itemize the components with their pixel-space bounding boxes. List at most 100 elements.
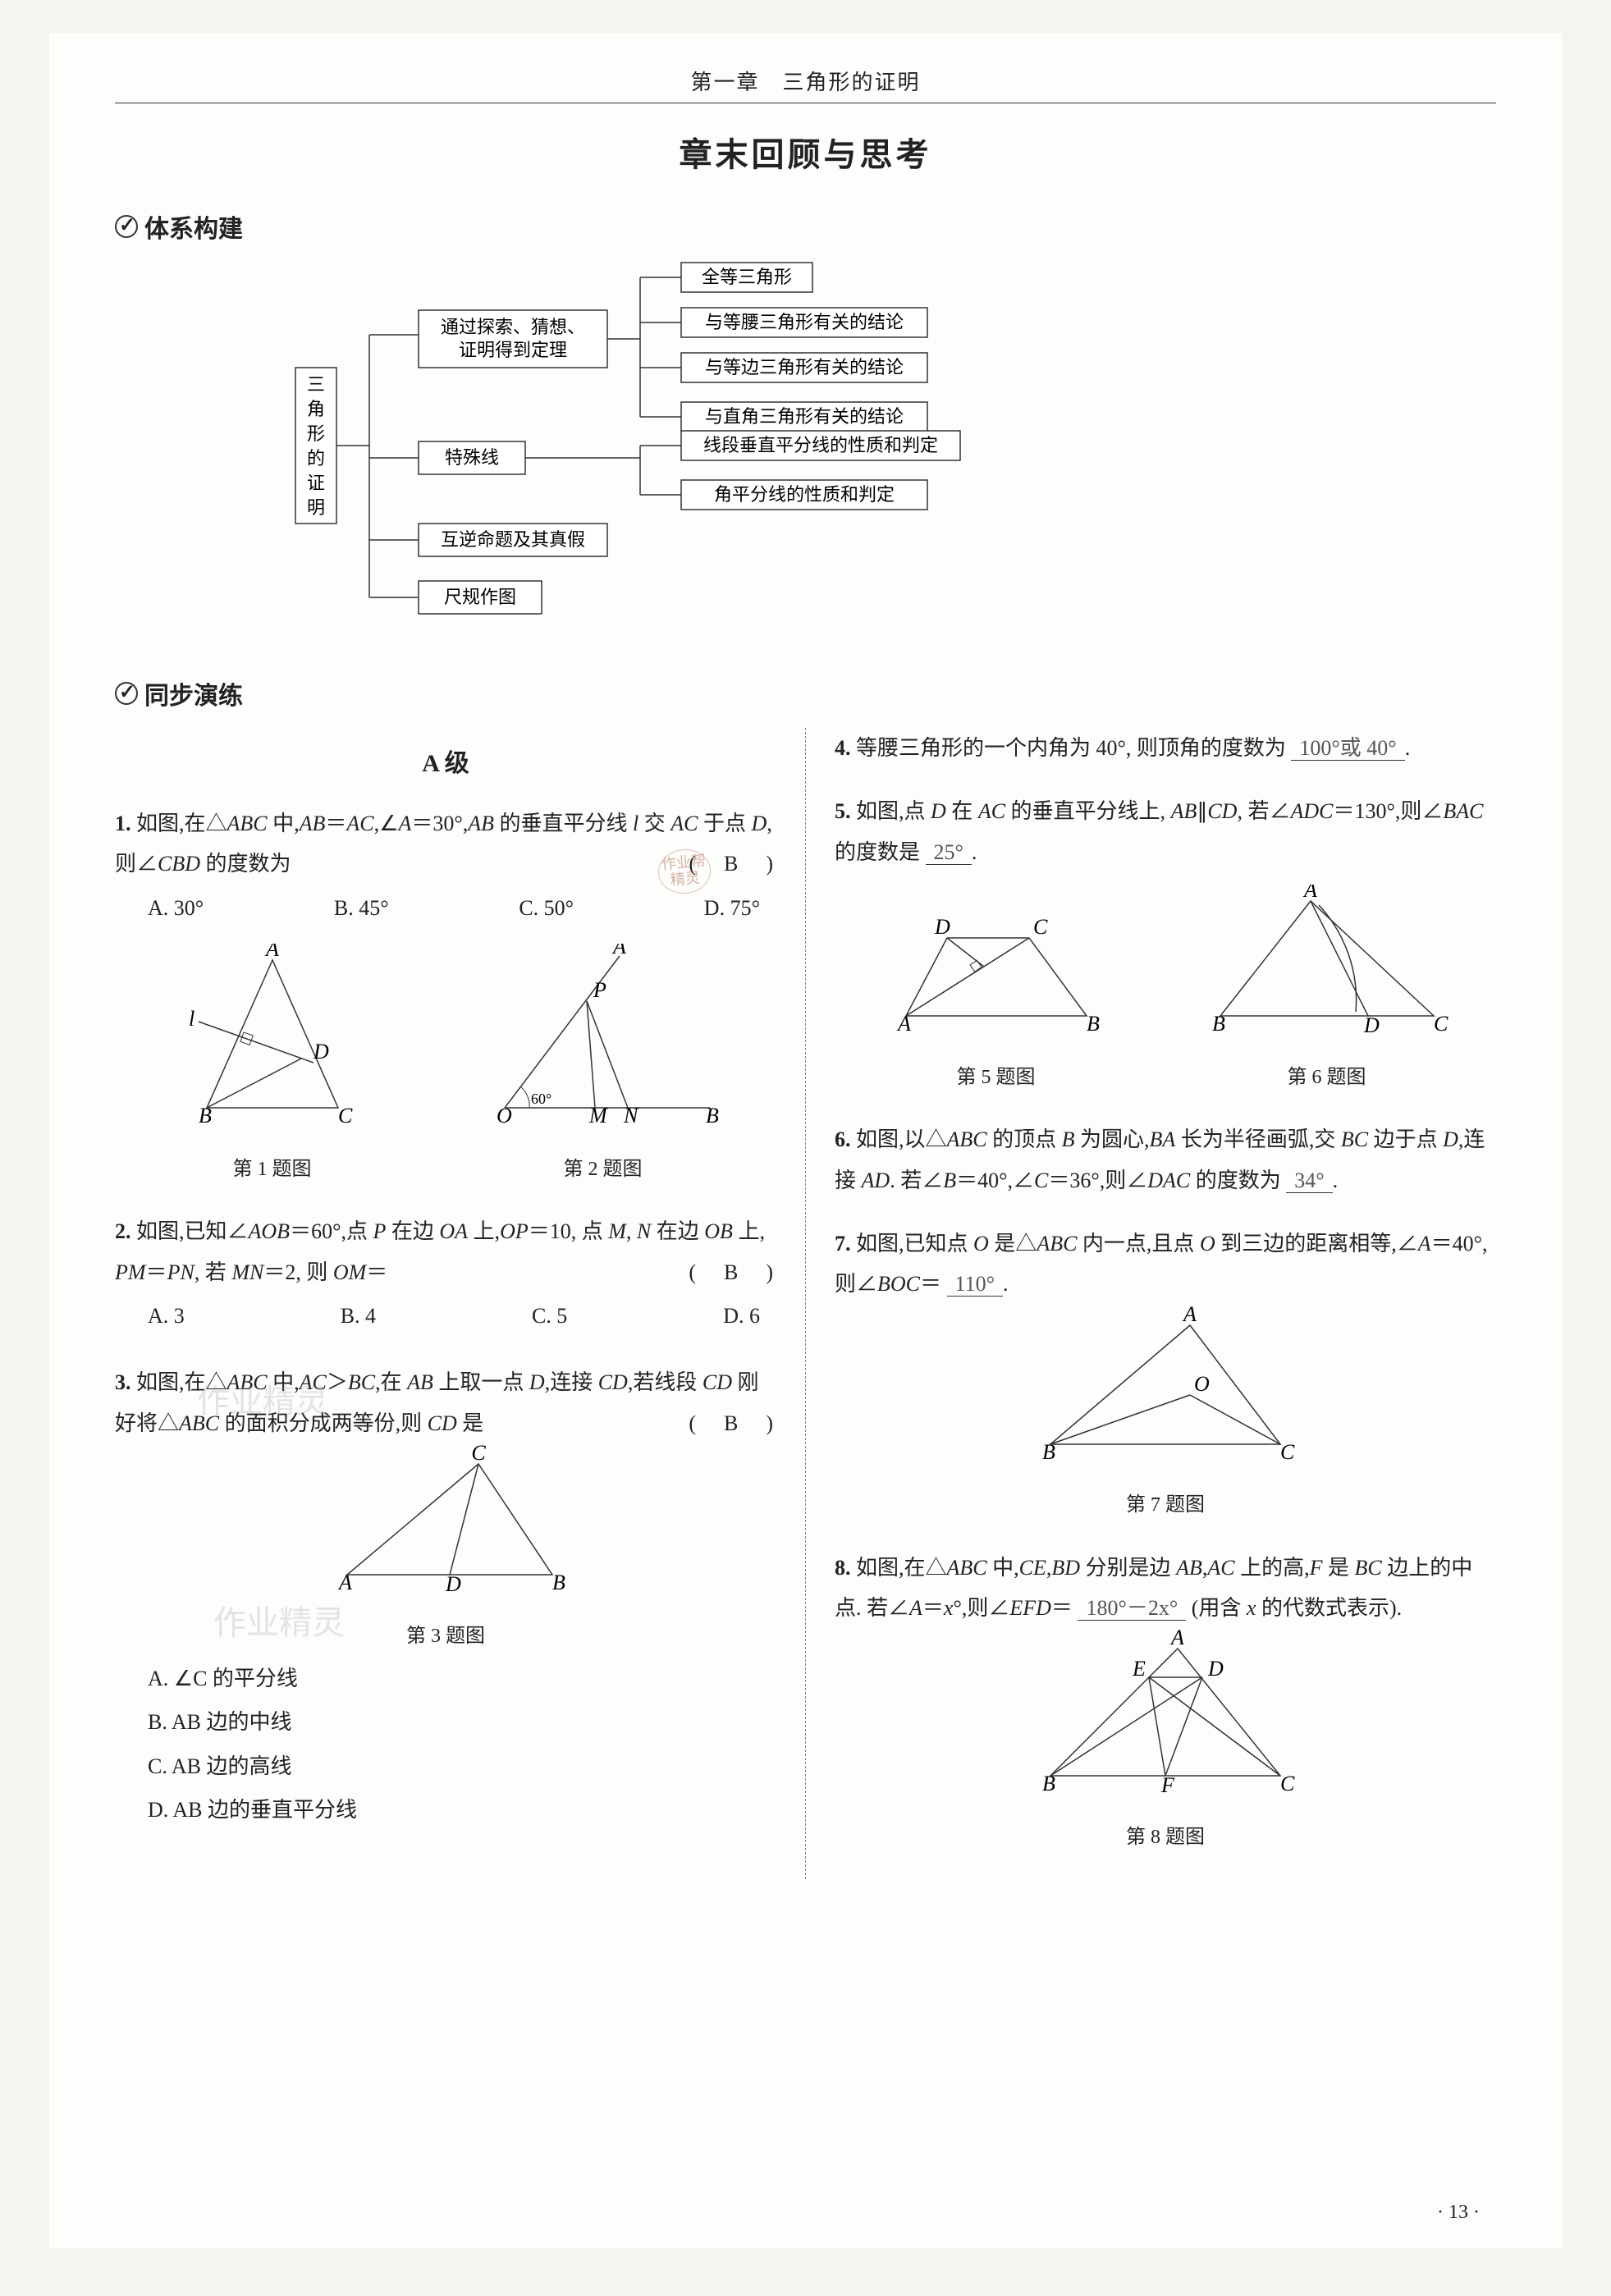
choice-b: B. 45° [334,888,389,928]
svg-text:与直角三角形有关的结论: 与直角三角形有关的结论 [705,406,904,427]
svg-text:全等三角形: 全等三角形 [702,267,792,287]
fig-caption-6: 第 6 题图 [1196,1059,1458,1097]
choice-a: A. ∠C 的平分线 [115,1658,776,1699]
fig-caption-3: 第 3 题图 [115,1618,776,1656]
choice-c: C. 50° [519,888,574,928]
svg-text:60°: 60° [531,1091,551,1107]
flowchart: 三角形的证明 通过探索、猜想、 证明得到定理 特殊线 互逆命题及其真假 尺规作图 [115,261,1496,643]
svg-text:A: A [1169,1628,1184,1649]
svg-text:D: D [313,1040,329,1063]
problem-2: 2. 如图,已知∠AOB＝60°,点 P 在边 OA 上,OP＝10, 点 M,… [115,1211,776,1339]
answer-5: 25° [926,840,972,865]
fig-caption-1: 第 1 题图 [166,1151,379,1189]
svg-text:尺规作图: 尺规作图 [444,587,516,607]
svg-text:A: A [611,944,626,958]
figure-row-1-2: A B C D l 第 1 题图 [115,944,776,1188]
svg-text:B: B [1042,1772,1055,1795]
svg-text:A: A [1302,885,1317,902]
svg-text:D: D [934,915,950,939]
choice-c: C. AB 边的高线 [115,1746,776,1786]
problem-6: 6. 如图,以△ABC 的顶点 B 为圆心,BA 长为半径画弧,交 BC 边于点… [835,1119,1496,1201]
svg-text:D: D [1363,1013,1380,1037]
section-framework-label: 体系构建 [115,208,1496,245]
problem-1: 1. 如图,在△ABC 中,AB＝AC,∠A＝30°,AB 的垂直平分线 l 交… [115,803,776,1188]
svg-text:C: C [338,1104,353,1127]
section2-text: 同步演练 [144,675,243,711]
two-column-layout: A 级 1. 如图,在△ABC 中,AB＝AC,∠A＝30°,AB 的垂直平分线… [115,728,1496,1879]
svg-text:B: B [199,1104,212,1127]
problem-3: 3. 如图,在△ABC 中,AC＞BC,在 AB 上取一点 D,连接 CD,若线… [115,1362,776,1830]
figure-3: A B C D 作业精灵 第 3 题图 [115,1443,776,1655]
check-icon [115,215,138,238]
main-title: 章末回顾与思考 [115,128,1496,176]
check-icon [115,682,138,705]
answer-4: 100°或 40° [1291,736,1404,761]
svg-text:l: l [189,1007,195,1031]
svg-text:A: A [264,944,279,961]
section1-text: 体系构建 [144,208,243,245]
svg-text:C: C [471,1443,486,1465]
figure-row-5-6: A B C D 第 5 题图 A B [835,885,1496,1096]
svg-text:与等腰三角形有关的结论: 与等腰三角形有关的结论 [705,312,904,332]
svg-text:M: M [588,1104,608,1127]
svg-text:P: P [593,978,606,1002]
choice-d: D. 75° [704,888,760,928]
page: 第一章 三角形的证明 章末回顾与思考 体系构建 三角形的证明 通过探索、猜想、 … [49,33,1562,2248]
svg-text:C: C [1280,1772,1295,1795]
p8-suffix: (用含 x 的代数式表示). [1192,1596,1402,1620]
svg-text:O: O [1194,1372,1210,1396]
svg-text:C: C [1434,1012,1449,1036]
problem-8: 8. 如图,在△ABC 中,CE,BD 分别是边 AB,AC 上的高,F 是 B… [835,1548,1496,1857]
svg-text:C: C [1033,915,1048,939]
problem-7: 7. 如图,已知点 O 是△ABC 内一点,且点 O 到三边的距离相等,∠A＝4… [835,1223,1496,1525]
fig-caption-2: 第 2 题图 [480,1151,726,1189]
right-column: 4. 等腰三角形的一个内角为 40°, 则顶角的度数为 100°或 40°. 5… [835,728,1496,1879]
fig-caption-5: 第 5 题图 [873,1059,1119,1097]
svg-text:D: D [1207,1657,1224,1681]
chapter-header: 第一章 三角形的证明 [115,66,1496,103]
p4-text: 等腰三角形的一个内角为 40°, 则顶角的度数为 [856,736,1286,760]
problem-4: 4. 等腰三角形的一个内角为 40°, 则顶角的度数为 100°或 40°. [835,728,1496,768]
answer-8: 180°－2x° [1078,1596,1186,1621]
level-a-label: A 级 [115,740,776,787]
svg-text:D: D [445,1572,461,1596]
svg-text:线段垂直平分线的性质和判定: 线段垂直平分线的性质和判定 [703,435,938,455]
answer-2: B [724,1260,741,1284]
figure-5: A B C D 第 5 题图 [873,885,1119,1096]
choice-b: B. 4 [341,1296,376,1336]
svg-text:A: A [896,1012,911,1036]
left-column: A 级 1. 如图,在△ABC 中,AB＝AC,∠A＝30°,AB 的垂直平分线… [115,728,776,1879]
problem-num: 7. [835,1232,851,1255]
choice-a: A. 30° [148,888,204,928]
answer-6: 34° [1286,1169,1332,1193]
column-divider [805,728,806,1879]
svg-text:B: B [1087,1012,1100,1036]
choice-row: A. 3 B. 4 C. 5 D. 6 [115,1292,776,1339]
choice-b: B. AB 边的中线 [115,1702,776,1742]
choice-c: C. 5 [532,1296,567,1336]
problem-num: 5. [835,799,851,823]
problem-num: 4. [835,736,851,760]
answer-1: B [724,852,741,876]
problem-num: 1. [115,812,131,835]
svg-text:O: O [497,1104,512,1127]
answer-7: 110° [947,1272,1003,1297]
problem-5: 5. 如图,点 D 在 AC 的垂直平分线上, AB∥CD, 若∠ADC＝130… [835,791,1496,1096]
svg-text:通过探索、猜想、: 通过探索、猜想、 [441,317,585,337]
problem-num: 2. [115,1219,131,1243]
figure-7: A B C O 第 7 题图 [835,1305,1496,1525]
svg-text:B: B [552,1571,565,1594]
svg-text:证明得到定理: 证明得到定理 [459,340,567,360]
svg-text:特殊线: 特殊线 [445,447,499,468]
fig-caption-8: 第 8 题图 [835,1819,1496,1857]
svg-text:角平分线的性质和判定: 角平分线的性质和判定 [714,484,895,505]
svg-text:C: C [1280,1440,1295,1464]
problem-num: 8. [835,1556,851,1580]
svg-text:A: A [1182,1305,1197,1326]
figure-6: A B C D 第 6 题图 [1196,885,1458,1096]
problem-num: 3. [115,1370,131,1394]
fig-caption-7: 第 7 题图 [835,1487,1496,1525]
answer-3: B [724,1411,741,1435]
section-practice-label: 同步演练 [115,675,1496,711]
page-number: · 13 · [1437,2202,1480,2224]
